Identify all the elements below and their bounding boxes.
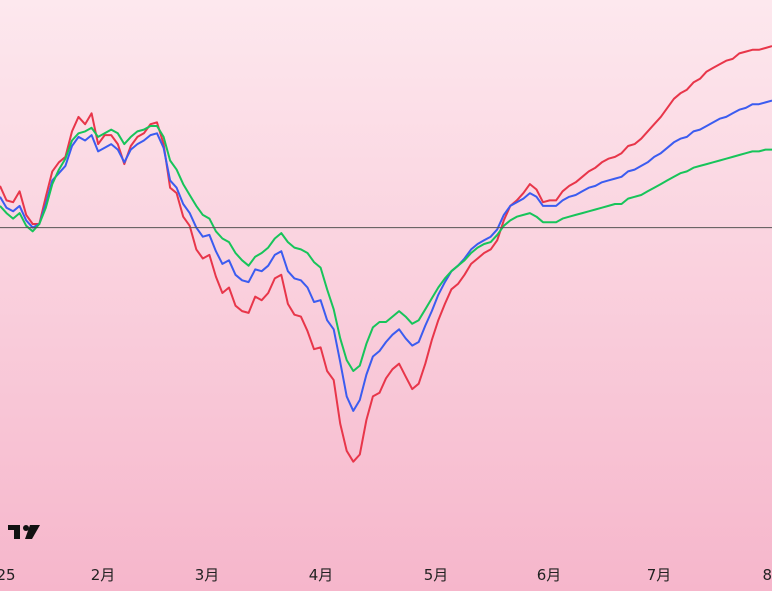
x-tick-label: 7月	[647, 566, 672, 584]
series-line-3	[0, 125, 772, 372]
x-tick-label: 2月	[91, 566, 116, 584]
x-tick-label: 25	[0, 566, 16, 584]
series-line-2	[0, 99, 772, 412]
series-layer	[0, 45, 772, 463]
x-tick-label: 3月	[195, 566, 220, 584]
x-tick-label: 8	[762, 566, 772, 584]
x-tick-label: 4月	[309, 566, 334, 584]
x-tick-label: 6月	[537, 566, 562, 584]
x-axis: 25 2月 3月 4月 5月 6月 7月 8	[0, 566, 772, 584]
tradingview-logo-icon	[8, 525, 40, 539]
x-tick-label: 5月	[424, 566, 449, 584]
